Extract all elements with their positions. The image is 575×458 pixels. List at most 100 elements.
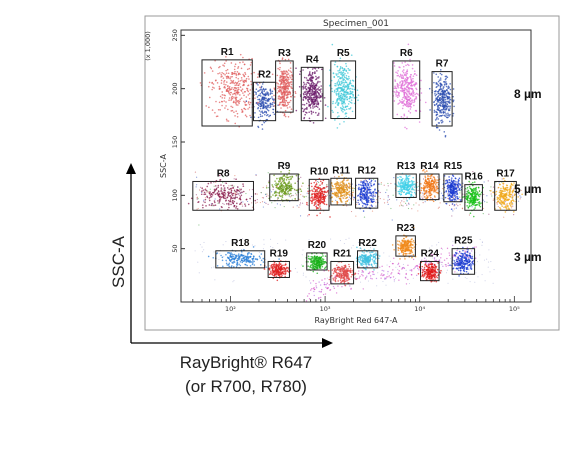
debris-event bbox=[364, 278, 367, 280]
cluster-event bbox=[458, 189, 460, 191]
cluster-event bbox=[373, 183, 376, 185]
cluster-event bbox=[351, 110, 354, 113]
cluster-event bbox=[409, 105, 412, 108]
cluster-event bbox=[473, 195, 476, 198]
cluster-event bbox=[440, 111, 443, 114]
cluster-event bbox=[277, 197, 279, 199]
background-event bbox=[459, 190, 461, 192]
cluster-event bbox=[300, 190, 303, 193]
cluster-event bbox=[448, 115, 451, 117]
cluster-event bbox=[228, 206, 230, 209]
background-event bbox=[291, 198, 293, 200]
background-event bbox=[496, 170, 498, 172]
cluster-event bbox=[215, 115, 218, 118]
cluster-event bbox=[401, 101, 403, 103]
background-event bbox=[355, 276, 357, 278]
cluster-event bbox=[269, 106, 271, 109]
cluster-event bbox=[432, 182, 435, 185]
cluster-event bbox=[240, 108, 243, 111]
cluster-event bbox=[232, 93, 234, 95]
background-event bbox=[377, 272, 379, 274]
cluster-event bbox=[310, 200, 313, 203]
background-event bbox=[348, 196, 350, 198]
debris-event bbox=[397, 263, 399, 266]
cluster-event bbox=[337, 84, 340, 86]
background-event bbox=[198, 189, 201, 191]
cluster-event bbox=[316, 106, 319, 108]
cluster-event bbox=[336, 196, 338, 198]
background-event bbox=[424, 201, 426, 203]
background-event bbox=[403, 201, 405, 203]
debris-event bbox=[312, 287, 315, 290]
cluster-event bbox=[340, 181, 342, 184]
cluster-event bbox=[437, 104, 439, 107]
debris-event bbox=[457, 253, 460, 255]
y-unit-label: (x 1,000) bbox=[144, 31, 152, 61]
cluster-event bbox=[273, 174, 275, 177]
cluster-event bbox=[345, 78, 348, 80]
cluster-event bbox=[371, 191, 374, 194]
background-event bbox=[276, 203, 278, 205]
cluster-event bbox=[350, 102, 353, 104]
cluster-event bbox=[236, 116, 239, 118]
cluster-event bbox=[279, 101, 281, 104]
background-event bbox=[292, 194, 294, 197]
cluster-event bbox=[277, 83, 279, 85]
cluster-event bbox=[442, 104, 444, 107]
cluster-event bbox=[409, 104, 412, 106]
cluster-event bbox=[265, 107, 268, 110]
background-event bbox=[391, 219, 393, 221]
cluster-event bbox=[283, 114, 286, 116]
cluster-event bbox=[319, 94, 322, 97]
cluster-event bbox=[302, 103, 304, 106]
cluster-event bbox=[229, 200, 232, 203]
cluster-event bbox=[338, 86, 341, 89]
cluster-event bbox=[218, 101, 221, 104]
cluster-event bbox=[267, 92, 269, 94]
cluster-event bbox=[284, 101, 287, 104]
background-event bbox=[195, 186, 197, 188]
cluster-event bbox=[473, 197, 475, 199]
background-event bbox=[194, 171, 197, 173]
cluster-event bbox=[280, 75, 282, 77]
debris-event bbox=[320, 291, 322, 293]
background-event bbox=[383, 184, 385, 186]
cluster-event bbox=[311, 202, 313, 205]
background-event bbox=[496, 203, 498, 205]
cluster-event bbox=[204, 198, 207, 201]
background-event bbox=[352, 189, 354, 191]
cluster-event bbox=[437, 92, 440, 95]
cluster-event bbox=[214, 204, 217, 206]
cluster-event bbox=[242, 92, 244, 94]
cluster-event bbox=[294, 197, 296, 200]
cluster-event bbox=[305, 83, 307, 85]
cluster-event bbox=[219, 109, 221, 111]
background-event bbox=[299, 199, 301, 201]
cluster-event bbox=[442, 86, 445, 88]
cluster-event bbox=[287, 191, 289, 193]
cluster-event bbox=[320, 198, 322, 201]
background-event bbox=[452, 278, 454, 280]
cluster-event bbox=[436, 108, 439, 111]
cluster-event bbox=[352, 80, 355, 82]
background-event bbox=[394, 277, 397, 279]
cluster-event bbox=[434, 99, 437, 102]
cluster-event bbox=[231, 75, 233, 78]
cluster-event bbox=[220, 82, 223, 84]
cluster-event bbox=[205, 105, 208, 107]
background-event bbox=[454, 238, 456, 240]
debris-event bbox=[448, 254, 451, 257]
debris-event bbox=[410, 269, 413, 271]
cluster-event bbox=[437, 80, 440, 83]
cluster-event bbox=[313, 91, 316, 93]
cluster-event bbox=[410, 77, 412, 79]
background-event bbox=[520, 189, 522, 192]
cluster-event bbox=[258, 98, 261, 101]
cluster-event bbox=[344, 93, 346, 95]
cluster-event bbox=[230, 189, 233, 192]
cluster-event bbox=[234, 115, 236, 117]
cluster-event bbox=[441, 101, 443, 103]
cluster-event bbox=[270, 91, 272, 93]
cluster-event bbox=[285, 179, 288, 181]
cluster-event bbox=[450, 179, 453, 181]
